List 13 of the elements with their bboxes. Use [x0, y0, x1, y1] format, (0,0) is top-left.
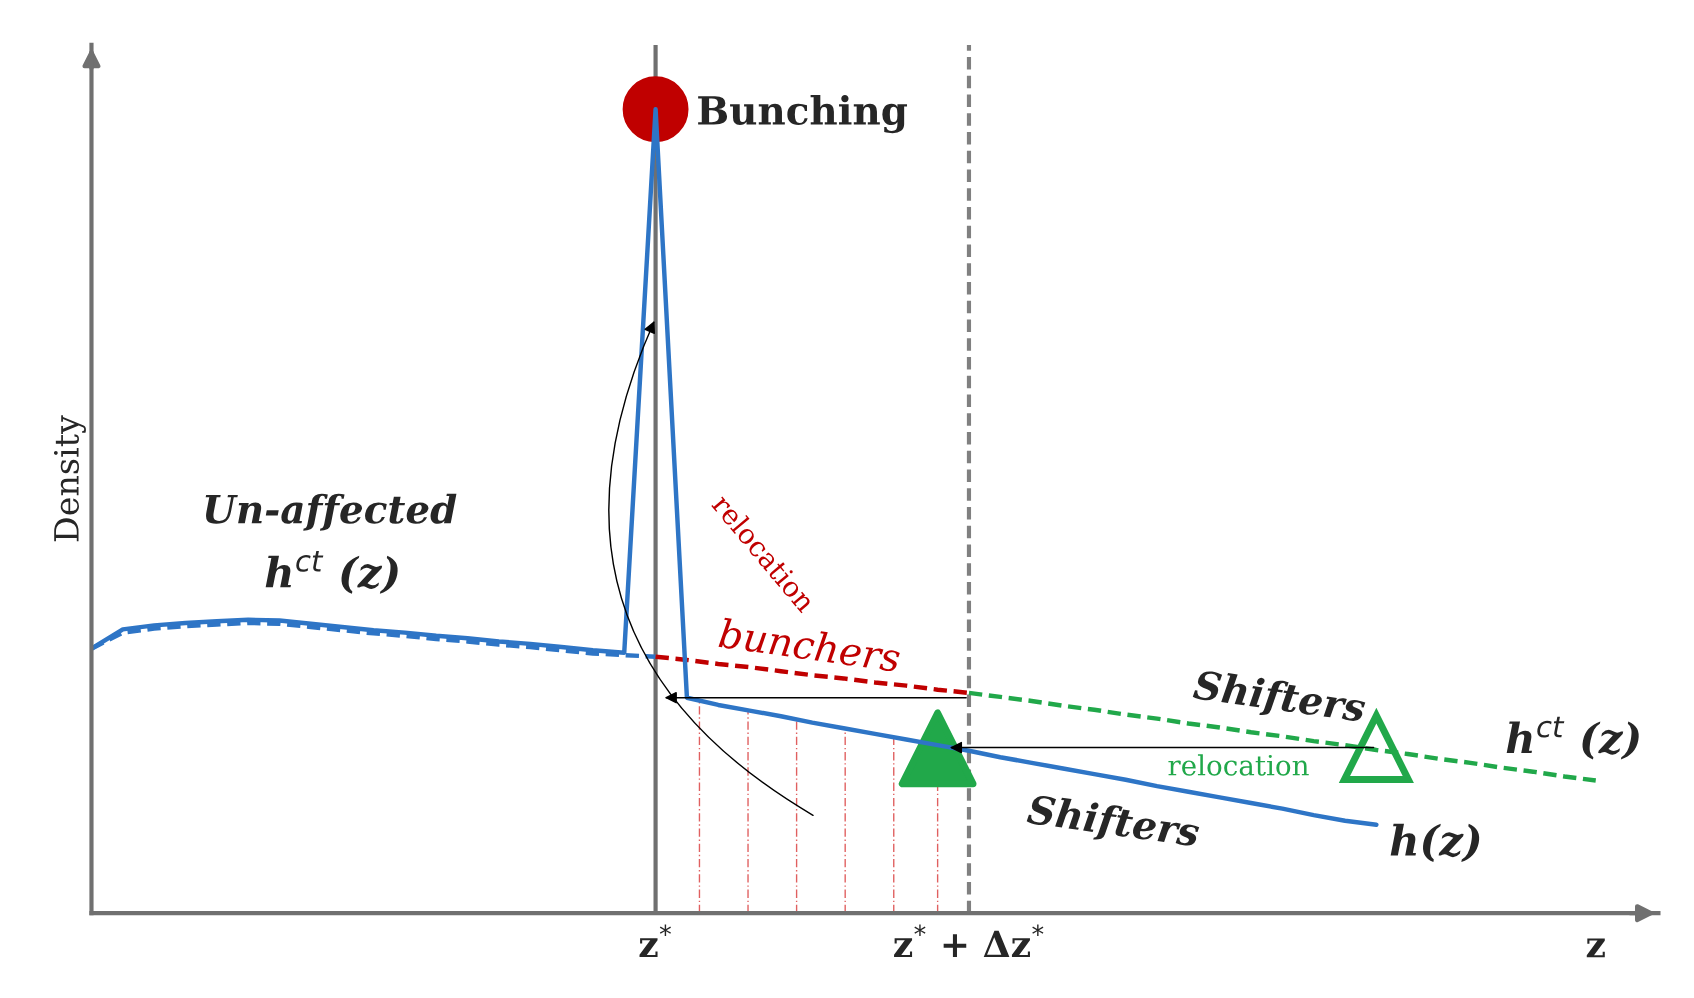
x-tick-label: z$^{*}$ + Δz$^{*}$ [894, 924, 1044, 957]
x-tick-label: z$^{*}$ [639, 924, 671, 957]
y-axis-title: Density [53, 415, 86, 542]
annotation: h(z) [1390, 823, 1480, 863]
annotation: relocation [1168, 754, 1309, 776]
annotation: h$^{ct}$ (z) [1506, 716, 1639, 760]
annotation: Un-affected [205, 493, 457, 531]
annotation: Shifters [1191, 668, 1367, 730]
x-tick-label: z [1586, 938, 1605, 958]
annotation: Bunching [698, 94, 908, 134]
annotation: bunchers [718, 617, 902, 673]
annotation: h$^{ct}$ (z) [265, 550, 398, 594]
annotation: Shifters [1025, 793, 1201, 854]
